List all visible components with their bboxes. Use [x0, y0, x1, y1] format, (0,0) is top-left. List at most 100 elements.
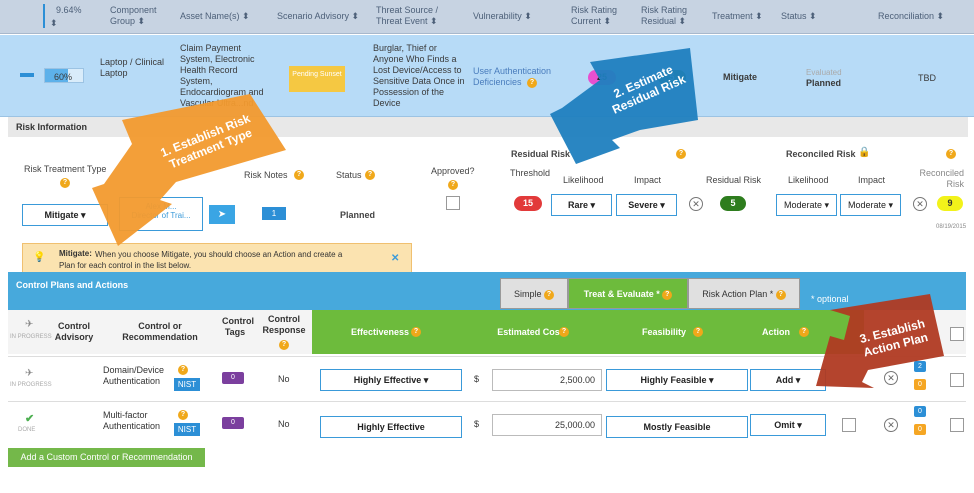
tab-risk-action-plan[interactable]: Risk Action Plan * ?: [688, 278, 800, 309]
col-risk-residual[interactable]: Risk Rating Residual ⬍: [641, 5, 688, 26]
col-risk-current[interactable]: Risk Rating Current ⬍: [571, 5, 618, 26]
tag-count[interactable]: 0: [222, 417, 244, 429]
effectiveness-select[interactable]: Highly Effective ▾: [320, 369, 462, 391]
col-status[interactable]: Status ⬍: [781, 11, 817, 21]
treatment-type-label: Risk Treatment Type: [24, 164, 107, 174]
help-icon[interactable]: ?: [279, 340, 289, 350]
currency-symbol: $: [474, 419, 480, 429]
col-component-group[interactable]: Component Group ⬍: [110, 5, 157, 26]
help-icon[interactable]: ?: [946, 149, 956, 159]
percent-sort-icon[interactable]: ⬍: [50, 18, 58, 28]
clear-icon[interactable]: ✕: [913, 197, 927, 211]
threshold-badge: 15: [514, 196, 542, 211]
approved-label: Approved?: [431, 166, 475, 176]
help-icon[interactable]: ?: [662, 289, 673, 300]
help-icon[interactable]: ?: [799, 327, 809, 337]
tab-label: Treat & Evaluate *: [583, 289, 660, 299]
arrow-2: [550, 48, 698, 164]
tab-simple[interactable]: Simple ?: [500, 278, 568, 309]
feasibility-select[interactable]: Highly Feasible ▾: [606, 369, 748, 391]
notes-count[interactable]: 1: [262, 207, 286, 220]
comment-count[interactable]: 0: [914, 406, 926, 417]
threshold-label: Threshold: [510, 168, 551, 178]
impact-select[interactable]: Severe ▾: [616, 194, 677, 216]
owner-title: Director of Trai...: [131, 211, 191, 220]
clear-icon[interactable]: ✕: [689, 197, 703, 211]
tab-treat-evaluate[interactable]: Treat & Evaluate * ?: [568, 278, 688, 309]
row-option-checkbox[interactable]: [842, 418, 856, 432]
residual-risk-badge: 5: [720, 196, 746, 211]
risk-notes-label: Risk Notes: [244, 170, 288, 180]
row-checkbox[interactable]: [950, 373, 964, 387]
action-select[interactable]: Omit ▾: [750, 414, 826, 436]
tag-count[interactable]: 0: [222, 372, 244, 384]
help-icon[interactable]: ?: [544, 289, 555, 300]
cost-input[interactable]: 2,500.00: [492, 369, 602, 391]
collapse-icon[interactable]: [20, 73, 34, 77]
help-icon[interactable]: ?: [178, 365, 188, 375]
cost-input[interactable]: 25,000.00: [492, 414, 602, 436]
reconciled-date: 08/19/2015: [936, 224, 967, 230]
nist-tag: NIST: [174, 378, 200, 391]
col-reconciliation[interactable]: Reconciliation ⬍: [878, 11, 945, 21]
help-icon[interactable]: ?: [365, 170, 375, 180]
select-all-checkbox[interactable]: [950, 327, 964, 341]
rec-likelihood-select[interactable]: Moderate ▾: [776, 194, 837, 216]
help-icon[interactable]: ?: [676, 149, 686, 159]
approved-checkbox[interactable]: [446, 196, 460, 210]
row-checkbox[interactable]: [950, 418, 964, 432]
close-icon[interactable]: ✕: [391, 253, 400, 264]
component-group: Laptop / Clinical Laptop: [100, 57, 165, 78]
control-response: No: [278, 374, 290, 384]
checkmark-icon: ✔: [25, 413, 35, 425]
reconciled-risk-label: Reconciled Risk: [919, 168, 964, 189]
col-threat[interactable]: Threat Source / Threat Event ⬍: [376, 5, 439, 26]
col-control-advisory: Control Advisory: [54, 321, 94, 342]
control-plans-bar: Control Plans and Actions * optional: [8, 272, 966, 312]
comment-count[interactable]: 2: [914, 361, 926, 372]
effectiveness-value[interactable]: Highly Effective: [320, 416, 462, 438]
risk-row[interactable]: 60% Laptop / Clinical Laptop Claim Payme…: [0, 35, 974, 117]
col-effectiveness: Effectiveness: [350, 327, 410, 337]
file-count[interactable]: 0: [914, 379, 926, 390]
info-text: When you choose Mitigate, you should cho…: [59, 250, 343, 270]
info-bold: Mitigate:: [59, 249, 92, 258]
feasibility-value[interactable]: Mostly Feasible: [606, 416, 748, 438]
impact-label: Impact: [634, 175, 662, 185]
add-custom-control-button[interactable]: Add a Custom Control or Recommendation: [8, 448, 205, 467]
col-action: Action: [762, 327, 790, 337]
help-icon[interactable]: ?: [527, 78, 537, 88]
likelihood-select[interactable]: Rare ▾: [551, 194, 612, 216]
help-icon[interactable]: ?: [559, 327, 569, 337]
col-treatment[interactable]: Treatment ⬍: [712, 11, 763, 21]
col-vulnerability[interactable]: Vulnerability ⬍: [473, 11, 532, 21]
progress-bar: [44, 68, 84, 83]
col-asset-names[interactable]: Asset Name(s) ⬍: [180, 11, 250, 21]
help-icon[interactable]: ?: [178, 410, 188, 420]
clear-icon[interactable]: ✕: [884, 418, 898, 432]
tab-label: Simple: [513, 289, 542, 299]
lightbulb-icon: 💡: [33, 252, 46, 263]
reconciled-risk-badge: 9: [937, 196, 963, 211]
help-icon[interactable]: ?: [294, 170, 304, 180]
reconciled-risk-header: Reconciled Risk: [786, 149, 856, 159]
help-icon[interactable]: ?: [411, 327, 421, 337]
residual-risk-label: Residual Risk: [706, 175, 762, 185]
help-icon[interactable]: ?: [693, 327, 703, 337]
help-icon[interactable]: ?: [448, 180, 458, 190]
residual-risk-header: Residual Risk: [511, 149, 571, 159]
col-scenario-advisory[interactable]: Scenario Advisory ⬍: [277, 11, 360, 21]
send-icon[interactable]: ➤: [209, 205, 235, 224]
help-icon[interactable]: ?: [60, 178, 70, 188]
vulnerability-link[interactable]: User Authentication Deficiencies: [473, 66, 552, 87]
clear-icon[interactable]: ✕: [884, 371, 898, 385]
nist-tag: NIST: [174, 423, 200, 436]
treatment-value: Mitigate: [723, 72, 758, 82]
help-icon[interactable]: ?: [775, 289, 786, 300]
rec-impact-select[interactable]: Moderate ▾: [840, 194, 901, 216]
file-count[interactable]: 0: [914, 424, 926, 435]
arrow-3: [816, 294, 944, 388]
scenario-advisory-badge: Pending Sunset: [289, 66, 345, 92]
controls-green-header: [312, 310, 864, 354]
